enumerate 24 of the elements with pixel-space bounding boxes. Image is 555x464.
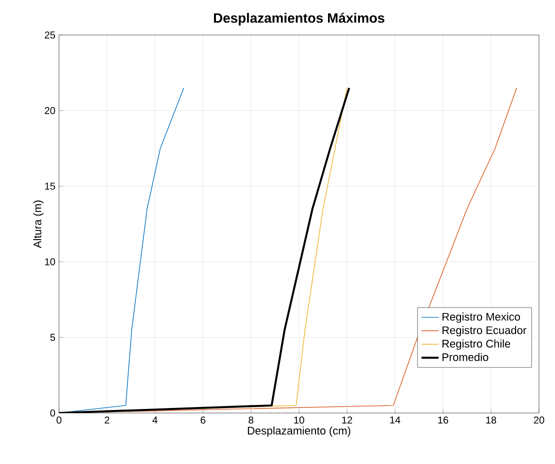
legend-label: Registro Chile [442, 340, 510, 350]
x-axis-title: Desplazamiento (cm) [248, 426, 350, 437]
legend-label: Promedio [442, 352, 488, 362]
chart-title: Desplazamientos Máximos [214, 12, 384, 26]
x-tick-label: 12 [342, 416, 352, 424]
y-tick-label: 10 [45, 258, 56, 266]
x-tick-label: 14 [390, 416, 400, 424]
y-tick-label: 15 [45, 182, 56, 190]
y-tick-label: 20 [44, 107, 56, 114]
x-tick-label: 6 [200, 416, 206, 424]
x-tick-label: 4 [152, 416, 158, 424]
x-tick-label: 10 [294, 416, 304, 424]
x-tick-label: 18 [486, 416, 496, 424]
x-tick-label: 8 [248, 416, 254, 424]
y-tick-label: 5 [50, 334, 56, 341]
y-tick-label: 25 [44, 31, 56, 39]
legend-label: Registro Mexico [442, 312, 520, 323]
x-tick-label: 0 [56, 416, 62, 424]
legend-label: Registro Ecuador [442, 326, 526, 336]
x-tick-label: 2 [104, 416, 110, 424]
y-axis-title: Altura (m) [33, 200, 44, 248]
y-tick-label: 0 [50, 409, 56, 417]
x-tick-label: 20 [534, 416, 544, 424]
x-tick-label: 16 [438, 416, 448, 424]
